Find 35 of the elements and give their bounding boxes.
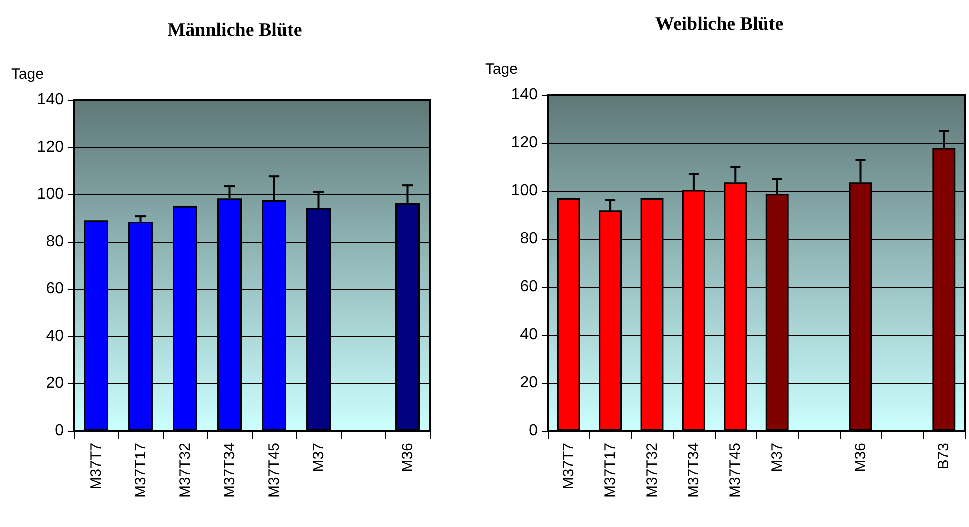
y-tick-label: 100 — [37, 186, 64, 204]
y-tick-label: 0 — [529, 422, 538, 440]
y-tick-label: 140 — [37, 92, 64, 108]
x-tick-label: M37T34 — [221, 443, 238, 498]
x-tick-label: M37 — [310, 443, 328, 472]
y-tick-label: 20 — [520, 374, 538, 392]
y-tick-label: 60 — [46, 280, 64, 298]
y-tick-label: 120 — [511, 134, 538, 152]
y-tick-label: 80 — [520, 230, 538, 248]
y-tick-label: 40 — [520, 326, 538, 344]
chart-title: Weibliche Blüte — [655, 14, 784, 35]
x-tick-label: M37 — [768, 443, 786, 472]
y-tick-label: 120 — [37, 138, 64, 156]
y-axis-title: Tage — [485, 61, 518, 78]
x-tick-label: M37T7 — [88, 443, 105, 490]
y-tick-label: 60 — [520, 278, 538, 296]
y-tick-label: 140 — [511, 86, 538, 104]
x-tick-label: M37T45 — [266, 443, 283, 498]
x-tick-label: M37T17 — [602, 443, 620, 498]
y-tick-label: 80 — [46, 233, 64, 250]
x-tick-label: M36 — [852, 443, 870, 472]
x-tick-label: M36 — [399, 443, 416, 472]
x-tick-label: M37T32 — [644, 443, 661, 498]
chart-title: Männliche Blüte — [168, 20, 302, 41]
x-tick-label: M37T34 — [685, 443, 702, 498]
x-tick-label: B73 — [936, 443, 953, 470]
y-tick-label: 100 — [511, 182, 538, 200]
x-tick-label: M37T32 — [176, 443, 194, 498]
x-tick-label: M37T7 — [560, 443, 578, 490]
x-tick-label: M37T17 — [132, 443, 150, 498]
y-axis-title: Tage — [11, 66, 44, 83]
y-tick-label: 20 — [46, 375, 64, 392]
y-tick-label: 40 — [46, 328, 64, 345]
y-tick-label: 0 — [55, 422, 64, 440]
x-tick-label: M37T45 — [727, 443, 744, 498]
